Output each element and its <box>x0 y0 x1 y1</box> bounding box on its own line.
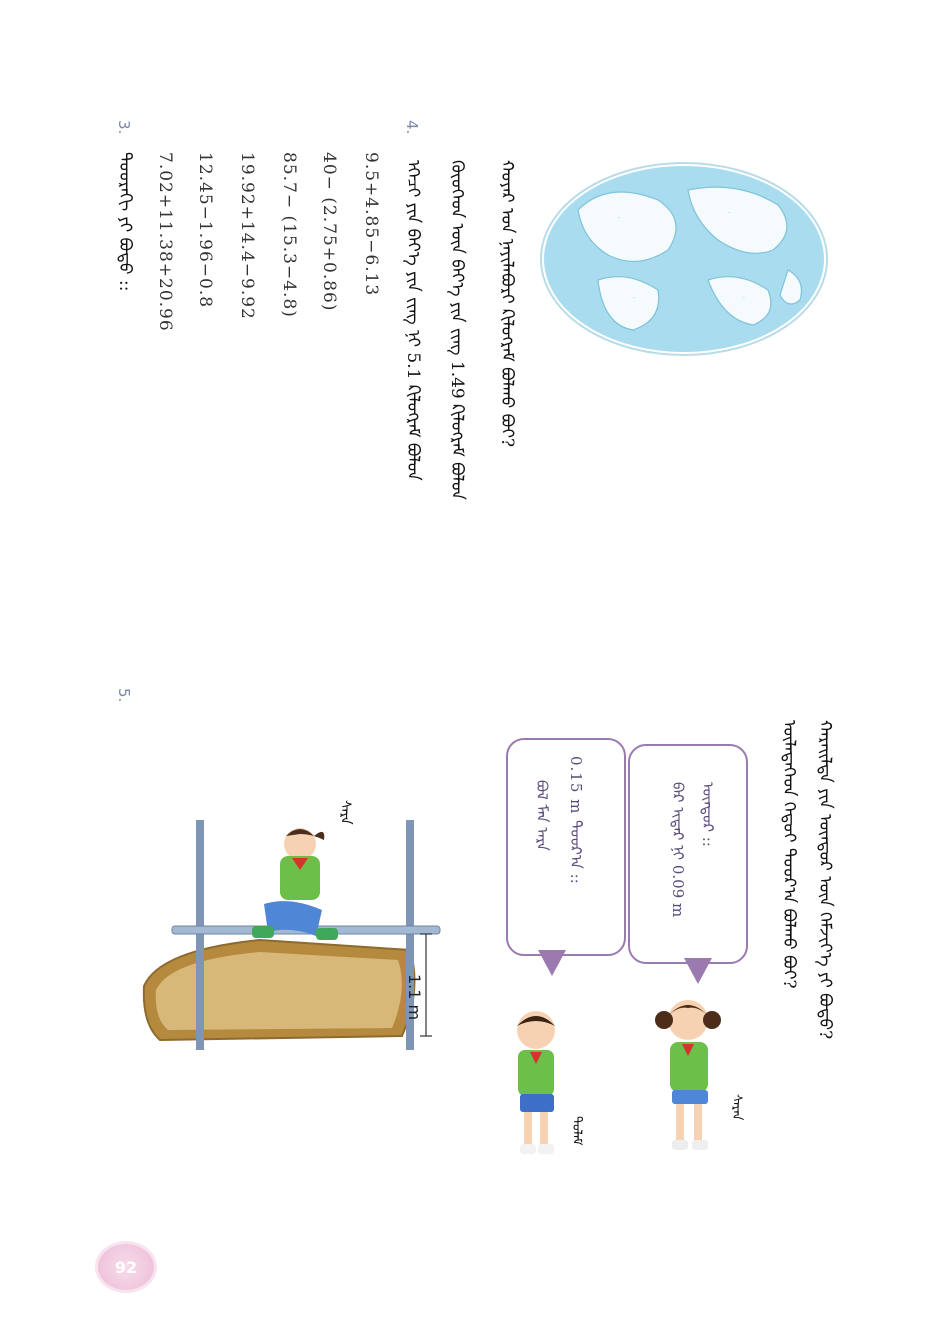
q5-number: 5. <box>115 688 133 703</box>
svg-text:·: · <box>633 295 635 302</box>
girl-name-label: ᠰᠠᠷᠠᠨ <box>729 1094 744 1121</box>
bar-height-label: 1.1 m <box>405 974 424 1021</box>
q3-instruction: ᠳᠣᠣᠷᠠᠬᠢ ᠶᠢ ᠪᠣᠳᠣ :: <box>115 152 135 292</box>
boy-character-illustration <box>492 1002 582 1162</box>
q3-expression: 12.45−1.96−0.8 <box>195 152 215 309</box>
boy-name-label: ᠳᠤᠯᠠᠮ <box>569 1116 584 1146</box>
bubble-girl-line1: ᠪᠠᠷ ᠢᠳᠡᠷ ᠨᠢ 0.09 m <box>669 782 687 919</box>
speech-bubble-girl <box>628 744 748 964</box>
svg-text:·: · <box>743 295 745 302</box>
jumper-name-label: ᠰᠠᠷᠠ <box>337 800 353 825</box>
speech-bubble-boy <box>506 738 626 956</box>
q3-expression: 19.92+14.4−9.92 <box>237 152 257 320</box>
q4-line3: ᠬᠣᠶᠠᠷ ᠤᠨ ᠨᠡᠶᠢᠯᠡᠪᠦᠷᠢ ᠺᠢᠯᠣᠭ᠌ᠷᠠᠮ ᠪᠣᠯᠬᠤ ᠪᠣᠢ? <box>497 160 517 448</box>
world-map: · · · · <box>538 160 830 358</box>
q5-line2: ᠦᠯᠡᠳᠡᠭᠡᠳ ᠬᠡᠳᠦᠢ ᠳᠣᠣᠷ᠎ᠠ ᠪᠣᠯᠬᠤ ᠪᠣᠢ? <box>779 720 799 989</box>
q4-line2: ᠬᠦᠦᠬᠡᠳ ᠦᠨ ᠪᠡᠶ᠎ᠡ ᠶᠢᠨ ᠵᠢᠩ 1.49 ᠺᠢᠯᠣᠭ᠌ᠷᠠᠮ ᠪ… <box>447 160 467 500</box>
q4-line1: ᠡᠭᠡᠴᠢ ᠶᠢᠨ ᠪᠡᠶ᠎ᠡ ᠶᠢᠨ ᠵᠢᠩ ᠨᠢ 5.1 ᠺᠢᠯᠣᠭ᠌ᠷᠠᠮ… <box>403 160 423 481</box>
q3-expression: 40− (2.75+0.86) <box>319 152 339 312</box>
speech-bubble-boy-tail <box>538 950 566 976</box>
bubble-boy-line2: ᠪᠣᠯ ᠮᠠᠨ ᠠᠷᠠ <box>533 780 551 851</box>
speech-bubble-girl-tail <box>684 958 712 984</box>
high-jump-illustration <box>140 800 470 1060</box>
q3-number: 3. <box>115 120 133 135</box>
q3-expression: 7.02+11.38+20.96 <box>155 152 175 332</box>
q3-expression: 9.5+4.85−6.13 <box>361 152 381 297</box>
q3-expression: 85.7− (15.3−4.8) <box>279 152 299 318</box>
q5-line1: ᠬᠠᠷᠠᠢᠯᠲᠠ ᠶᠢᠨ ᠥᠨᠳᠥᠷ ᠦᠨ ᠬᠡᠮᠵᠢᠶ᠎ᠡ ᠶᠢ ᠪᠣᠳᠣ? <box>815 720 835 1040</box>
girl-character-illustration <box>644 990 740 1160</box>
page-number-badge: 92 <box>98 1244 154 1290</box>
bubble-boy-line1: 0.15 m ᠳᠣᠣᠷ᠎ᠠ :: <box>567 756 585 884</box>
q4-number: 4. <box>403 120 421 135</box>
svg-text:·: · <box>618 215 620 222</box>
bubble-girl-line2: ᠥᠨᠳᠥᠷ :: <box>699 782 717 847</box>
svg-text:·: · <box>728 210 730 217</box>
